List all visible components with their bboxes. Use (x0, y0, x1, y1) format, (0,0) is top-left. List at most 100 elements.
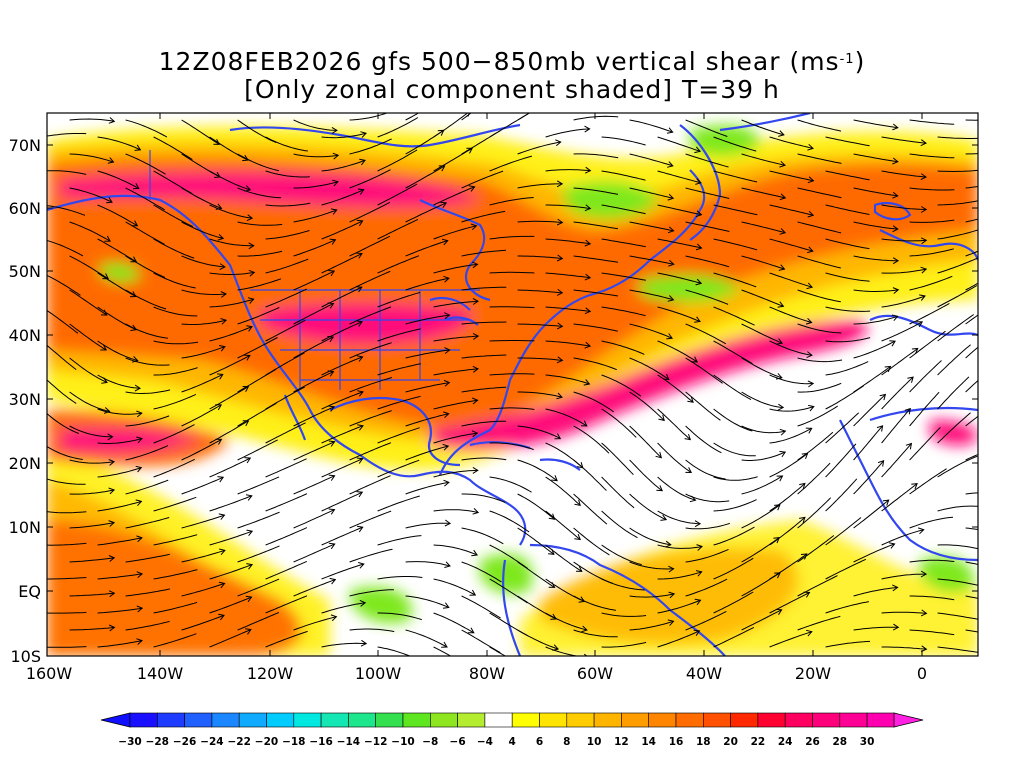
streamline (293, 371, 334, 393)
streamline (517, 561, 555, 588)
streamline (97, 640, 143, 648)
streamline (601, 272, 646, 281)
streamline (209, 629, 252, 648)
streamline (517, 629, 559, 650)
streamline (69, 118, 115, 122)
streamline (769, 631, 812, 648)
streamline (153, 340, 199, 345)
streamline (209, 530, 253, 546)
streamline-arrowhead (695, 243, 703, 251)
streamline-arrowhead (667, 193, 675, 201)
streamline (489, 197, 534, 206)
streamline-arrowhead (584, 239, 592, 247)
streamline (69, 489, 115, 495)
streamline (629, 561, 674, 570)
streamline-arrowhead (807, 143, 814, 151)
streamline (797, 462, 831, 495)
streamline (377, 363, 422, 376)
streamline (209, 238, 254, 247)
streamline (181, 346, 226, 359)
streamline-arrowhead (441, 641, 448, 648)
streamline (321, 458, 363, 478)
streamline (47, 611, 87, 614)
streamline-arrowhead (1004, 568, 1010, 574)
streamline (741, 504, 781, 529)
streamline-arrowhead (132, 183, 140, 190)
streamline (965, 250, 978, 257)
streamline (181, 373, 224, 393)
streamline (265, 595, 308, 614)
streamline-arrowhead (330, 614, 338, 622)
streamline-arrowhead (556, 254, 564, 262)
streamline (657, 238, 702, 249)
streamline (769, 204, 814, 216)
streamline (69, 187, 113, 203)
streamline-arrowhead (920, 609, 928, 617)
title-suffix: ) (854, 47, 866, 76)
lat-label: 10S (10, 647, 41, 666)
streamline (825, 443, 857, 478)
streamline (629, 493, 667, 521)
streamline (349, 342, 392, 359)
streamline-arrowhead (242, 154, 249, 162)
streamline-arrowhead (220, 291, 227, 298)
streamline (69, 357, 108, 383)
streamline (573, 221, 618, 230)
streamline (573, 323, 618, 332)
streamline (377, 459, 420, 478)
streamline (685, 610, 727, 631)
streamline (685, 119, 728, 137)
colorbar-label: −24 (200, 736, 223, 748)
streamline-arrowhead (329, 238, 337, 245)
streamline-arrowhead (892, 157, 899, 165)
colorbar-arrow-left (100, 712, 131, 728)
streamline (293, 209, 337, 223)
streamline-arrowhead (773, 537, 780, 544)
lon-label: 20W (795, 664, 831, 683)
streamline (713, 272, 757, 288)
streamline (461, 457, 507, 461)
streamline (47, 239, 84, 257)
streamline (853, 119, 898, 129)
streamline (881, 408, 911, 444)
streamline (713, 442, 756, 457)
streamline (909, 427, 941, 461)
streamline-arrowhead (438, 96, 444, 101)
streamline-arrowhead (108, 459, 116, 466)
streamline (909, 219, 955, 223)
streamline (377, 395, 421, 410)
streamline (685, 548, 729, 563)
streamline (321, 602, 366, 614)
colorbar-label: −28 (146, 736, 169, 748)
streamline-arrowhead (219, 345, 226, 352)
streamline-arrowhead (1001, 238, 1007, 244)
streamline (573, 187, 619, 195)
streamline-arrowhead (996, 400, 1002, 405)
streamline-arrowhead (556, 288, 564, 296)
streamline (47, 511, 87, 514)
streamline-arrowhead (467, 627, 475, 634)
streamline (909, 468, 947, 495)
streamline (461, 286, 507, 291)
streamline (909, 516, 954, 529)
streamline (181, 438, 222, 461)
streamline (293, 239, 336, 257)
streamline (853, 289, 899, 292)
colorbar-swatch (812, 712, 841, 728)
colorbar-swatch (157, 712, 185, 728)
streamline (405, 314, 450, 325)
streamline (517, 183, 563, 189)
streamline-arrowhead (696, 544, 703, 551)
streamline (629, 527, 671, 546)
gulf-of-mexico-coastline (329, 396, 461, 467)
streamline-arrowhead (920, 570, 928, 578)
streamline-arrowhead (882, 499, 890, 506)
streamline-arrowhead (799, 516, 806, 524)
streamline (517, 289, 563, 294)
streamline (153, 136, 193, 160)
streamline-arrowhead (920, 173, 927, 181)
streamline-arrowhead (920, 645, 928, 653)
streamline (797, 323, 842, 334)
streamline-arrowhead (135, 465, 143, 473)
streamline (517, 391, 563, 398)
